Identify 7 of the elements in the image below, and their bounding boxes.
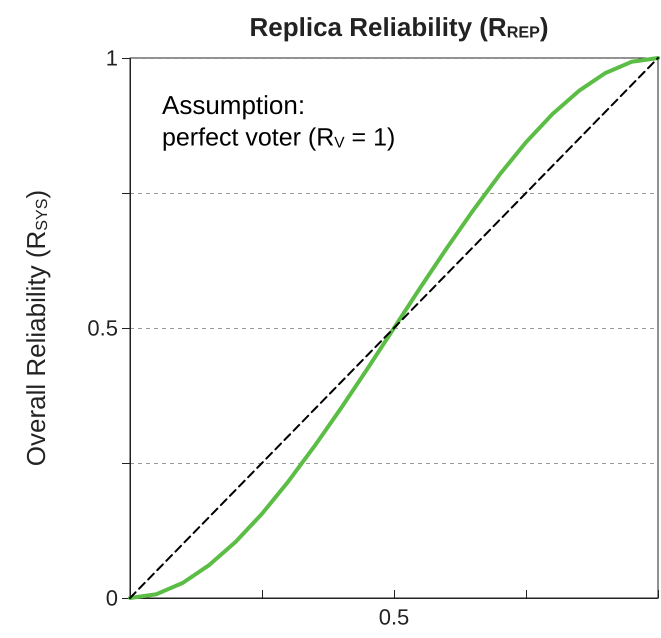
y-tick-label: 0 xyxy=(106,586,118,610)
y-tick-label: 0.5 xyxy=(87,316,118,340)
y-tick-label: 1 xyxy=(106,46,118,70)
x-axis-title: Replica Reliability (RREP) xyxy=(250,12,548,42)
annotation: Assumption: xyxy=(162,90,306,120)
annotation: perfect voter (RV = 1) xyxy=(162,124,396,152)
y-axis-title: Overall Reliability (RSYS) xyxy=(21,190,52,466)
